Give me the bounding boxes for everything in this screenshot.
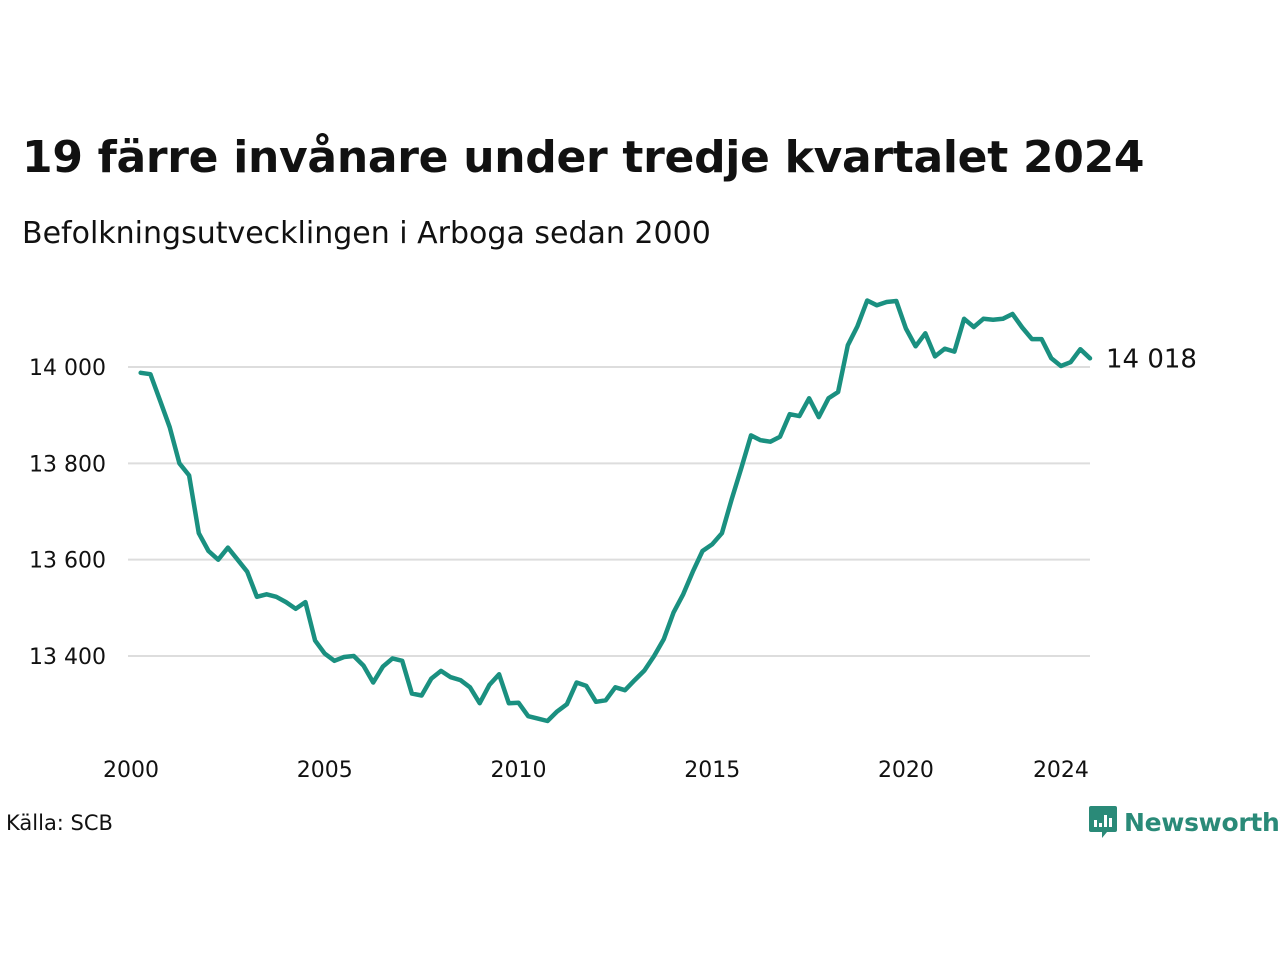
y-tick-label: 13 600 xyxy=(29,549,106,574)
grid-lines xyxy=(128,366,1090,657)
series-layer xyxy=(138,298,1093,724)
line-chart: 13 400 13 600 13 800 14 000 2000 2005 2010 201… xyxy=(29,298,1197,783)
y-tick-label: 14 000 xyxy=(29,356,106,381)
population-series-line xyxy=(138,298,1093,724)
chart-title: 19 färre invånare under tredje kvartalet… xyxy=(22,132,1145,183)
x-tick-label: 2005 xyxy=(297,758,353,783)
x-tick-label: 2010 xyxy=(490,758,546,783)
newsworthy-logo-icon xyxy=(1089,806,1117,838)
y-tick-label: 13 800 xyxy=(29,452,106,477)
source-note: Källa: SCB xyxy=(6,811,113,835)
y-tick-label: 13 400 xyxy=(29,645,106,670)
end-value-label: 14 018 xyxy=(1106,344,1197,374)
newsworthy-logo: Newsworthy xyxy=(1088,804,1280,840)
x-tick-label: 2015 xyxy=(684,758,740,783)
x-tick-label: 2000 xyxy=(103,758,159,783)
logo-text: Newsworthy xyxy=(1124,807,1280,837)
x-tick-label: 2024 xyxy=(1033,758,1089,783)
y-axis-labels: 13 400 13 600 13 800 14 000 xyxy=(29,356,106,670)
chart-subtitle: Befolkningsutvecklingen i Arboga sedan 2… xyxy=(22,216,711,251)
x-tick-label: 2020 xyxy=(878,758,934,783)
x-axis-labels: 2000 2005 2010 2015 2020 2024 xyxy=(103,758,1089,783)
